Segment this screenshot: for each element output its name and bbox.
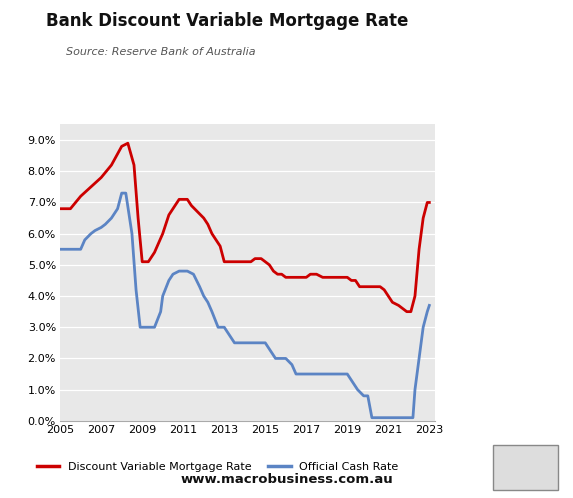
Text: MACRO: MACRO bbox=[477, 21, 528, 34]
Text: www.macrobusiness.com.au: www.macrobusiness.com.au bbox=[180, 473, 393, 486]
Text: Source: Reserve Bank of Australia: Source: Reserve Bank of Australia bbox=[66, 47, 256, 57]
Text: Bank Discount Variable Mortgage Rate: Bank Discount Variable Mortgage Rate bbox=[46, 12, 408, 30]
Text: BUSINESS: BUSINESS bbox=[468, 50, 537, 63]
Legend: Discount Variable Mortgage Rate, Official Cash Rate: Discount Variable Mortgage Rate, Officia… bbox=[33, 458, 403, 477]
